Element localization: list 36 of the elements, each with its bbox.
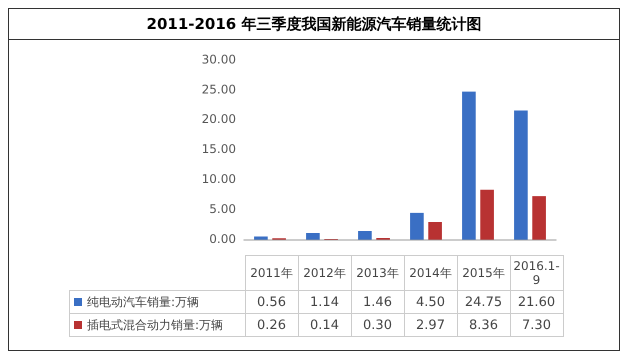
data-label: 1.46	[351, 290, 404, 314]
legend-label: 纯电动汽车销量:万辆	[70, 290, 245, 314]
data-label: 0.56	[245, 290, 298, 314]
bar	[532, 196, 546, 240]
data-label: 0.30	[351, 314, 404, 336]
data-label: 21.60	[510, 290, 563, 314]
data-label: 0.14	[298, 314, 351, 336]
y-tick-label: 10.00	[202, 172, 236, 186]
bar	[462, 92, 476, 240]
bar	[306, 232, 320, 240]
chart-title: 2011-2016 年三季度我国新能源汽车销量统计图	[9, 9, 619, 40]
data-label: 24.75	[457, 290, 510, 314]
x-tick-label: 2012年	[298, 256, 351, 290]
data-label: 7.30	[510, 314, 563, 336]
x-tick-label: 2013年	[351, 256, 404, 290]
x-tick-label: 2015年	[457, 256, 510, 290]
bar	[358, 231, 372, 240]
bar	[480, 190, 494, 240]
x-tick-label: 2016.1-9	[510, 256, 563, 290]
data-label: 4.50	[404, 290, 457, 314]
x-tick-label: 2011年	[245, 256, 298, 290]
y-tick-label: 15.00	[202, 142, 236, 156]
y-tick-label: 5.00	[209, 202, 236, 216]
bar	[514, 110, 528, 240]
y-tick-label: 20.00	[202, 112, 236, 126]
bar	[428, 222, 442, 240]
x-tick-label: 2014年	[404, 256, 457, 290]
y-tick-label: 30.00	[202, 52, 236, 66]
y-tick-label: 25.00	[202, 82, 236, 96]
data-label: 0.26	[245, 314, 298, 336]
bar	[410, 212, 424, 240]
data-label: 2.97	[404, 314, 457, 336]
data-label: 1.14	[298, 290, 351, 314]
legend-label: 插电式混合动力销量:万辆	[70, 314, 245, 336]
y-tick-label: 0.00	[209, 232, 236, 246]
data-label: 8.36	[457, 314, 510, 336]
